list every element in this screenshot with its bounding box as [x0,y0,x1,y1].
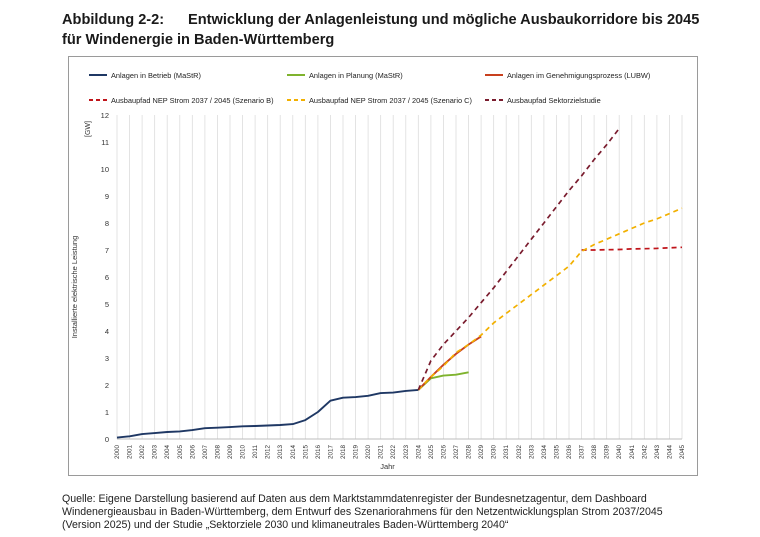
x-tick-label-2000: 2000 [114,445,121,460]
y-tick-label-5: 5 [105,300,109,309]
series-lines [116,127,683,439]
y-tick-label-8: 8 [105,219,109,228]
y-tick-label-0: 0 [105,435,109,444]
x-tick-label-2015: 2015 [302,445,309,460]
x-tick-label-2029: 2029 [478,445,485,460]
x-tick-label-2022: 2022 [390,445,397,460]
x-tick-label-2040: 2040 [616,445,623,460]
x-tick-label-2004: 2004 [164,445,171,460]
x-tick-label-2027: 2027 [453,445,460,460]
x-tick-label-2013: 2013 [277,445,284,460]
x-tick-label-2044: 2044 [666,445,673,460]
x-tick-label-2003: 2003 [152,445,159,460]
x-axis-label: Jahr [380,462,395,471]
x-tick-label-2033: 2033 [528,445,535,460]
legend-label-5: Ausbaupfad NEP Strom 2037 / 2045 (Szenar… [309,96,472,105]
x-tick-label-2035: 2035 [553,445,560,460]
source-line-2: Windenergieausbau in Baden-Württemberg, … [62,506,663,519]
figure-heading: Abbildung 2-2: Entwicklung der Anlagenlei… [62,10,742,50]
x-tick-label-2032: 2032 [516,445,523,460]
y-tick-label-9: 9 [105,192,109,201]
x-tick-label-2001: 2001 [127,445,134,460]
x-tick-label-2024: 2024 [415,445,422,460]
x-tick-label-2011: 2011 [252,445,259,459]
source-line-1: Quelle: Eigene Darstellung basierend auf… [62,493,647,505]
x-tick-label-2017: 2017 [327,445,334,460]
x-tick-label-2045: 2045 [679,445,686,460]
x-tick-label-2010: 2010 [240,445,247,460]
y-tick-label-10: 10 [101,165,109,174]
x-tick-label-2030: 2030 [491,445,498,460]
x-tick-label-2037: 2037 [579,445,586,460]
chart-frame: 0 1 2 3 4 5 6 7 8 9 10 11 12 2000 2001 2002 2003 2004 2005… [68,56,698,476]
x-tick-label-2025: 2025 [428,445,435,460]
x-tick-label-2008: 2008 [214,445,221,460]
legend-label-4: Ausbaupfad NEP Strom 2037 / 2045 (Szenar… [111,96,274,105]
y-tick-label-11: 11 [101,138,109,147]
legend-label-3: Anlagen im Genehmigungsprozess (LUBW) [507,71,650,80]
figure-title: Entwicklung der Anlagenleistung und mögl… [188,12,700,28]
x-tick-label-2018: 2018 [340,445,347,460]
legend: Anlagen in Betrieb (MaStR) Anlagen in Pla… [89,71,650,105]
figure-title-line2: für Windenergie in Baden-Württemberg [62,32,335,48]
x-tick-label-2020: 2020 [365,445,372,460]
x-tick-label-2005: 2005 [177,445,184,460]
y-axis-unit: [GW] [85,121,92,137]
series-line-4 [581,246,683,251]
x-tick-label-2039: 2039 [604,445,611,460]
x-tick-label-2006: 2006 [189,445,196,460]
x-tick-label-2016: 2016 [315,445,322,460]
x-tick-label-2034: 2034 [541,445,548,460]
series-line-5 [417,207,683,391]
series-line-1 [116,388,419,439]
x-tick-label-2042: 2042 [641,445,648,460]
y-tick-label-3: 3 [105,354,109,363]
x-tick-label-2021: 2021 [378,445,385,460]
x-tick-label-2019: 2019 [353,445,360,460]
x-tick-label-2012: 2012 [265,445,272,460]
x-tick-label-2026: 2026 [440,445,447,460]
y-tick-label-2: 2 [105,381,109,390]
source-note: Quelle: Eigene Darstellung basierend auf… [62,493,742,533]
x-tick-label-2007: 2007 [202,445,209,460]
series-line-6 [417,127,620,391]
x-tick-label-2031: 2031 [503,445,510,460]
source-line-3: (Version 2025) und der Studie „Sektorzie… [62,519,509,532]
legend-label-6: Ausbaupfad Sektorzielstudie [507,96,601,105]
x-tick-label-2002: 2002 [139,445,146,460]
x-tick-label-2041: 2041 [629,445,636,460]
y-tick-label-4: 4 [105,327,109,336]
series-line-3 [417,335,482,391]
x-tick-label-2036: 2036 [566,445,573,460]
grid-lines [116,115,683,439]
x-tick-label-2009: 2009 [227,445,234,460]
x-tick-label-2014: 2014 [290,445,297,460]
legend-label-1: Anlagen in Betrieb (MaStR) [111,71,201,80]
y-tick-label-1: 1 [105,408,109,417]
x-tick-label-2023: 2023 [403,445,410,460]
y-tick-label-7: 7 [105,246,109,255]
y-tick-label-12: 12 [101,111,109,120]
x-tick-label-2043: 2043 [654,445,661,460]
x-tick-labels: 2000 2001 2002 2003 2004 2005 2006 2007 2008 2009… [114,445,686,460]
figure-number: Abbildung 2-2: [62,12,165,28]
x-tick-label-2028: 2028 [466,445,473,460]
y-axis-label: Installierte elektrische Leistung [70,236,79,339]
legend-label-2: Anlagen in Planung (MaStR) [309,71,403,80]
y-tick-label-6: 6 [105,273,109,282]
x-tick-label-2038: 2038 [591,445,598,460]
